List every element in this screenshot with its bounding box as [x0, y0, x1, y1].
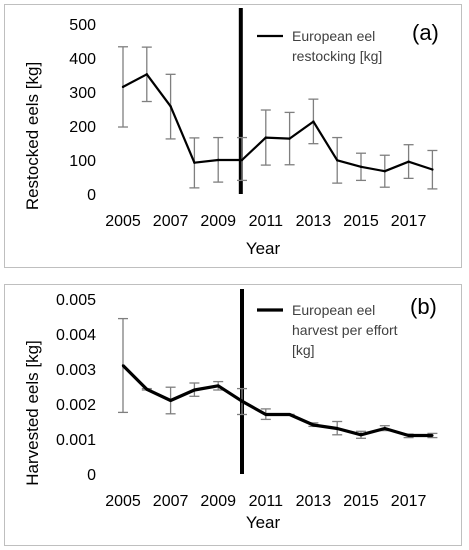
panel-a-x-tick-label: 2013	[296, 213, 332, 230]
panel-a-data-point	[312, 120, 315, 123]
panel-a-data-point	[407, 160, 410, 163]
panel-a-data-point	[217, 158, 220, 162]
panel-a-data-point	[121, 85, 125, 89]
panel-a-data-point	[240, 158, 244, 162]
panel-a-data-point	[193, 161, 196, 164]
panel-b-x-tick-label: 2005	[105, 493, 141, 510]
panel-b-label: (b)	[410, 294, 437, 319]
panel-a-y-tick-label: 500	[69, 17, 96, 34]
panel-b-x-tick-label: 2015	[343, 493, 379, 510]
panel-a-y-tick-label: 400	[69, 51, 96, 68]
panel-a-x-tick-label: 2009	[200, 213, 236, 230]
panel-b-x-tick-label: 2007	[153, 493, 189, 510]
panel-a-y-axis-title: Restocked eels [kg]	[23, 62, 42, 210]
panel-b-data-point	[431, 434, 434, 437]
panel-b-x-tick-label: 2011	[249, 493, 284, 510]
panel-b-data-point	[359, 433, 363, 436]
panel-a-data-point	[336, 159, 339, 162]
panel-b-data-point	[193, 388, 196, 392]
panel-a-y-tick-label: 300	[69, 85, 96, 102]
panel-a-x-tick-label: 2005	[105, 213, 141, 230]
panel-b-y-tick-label: 0.002	[56, 397, 96, 414]
panel-b-x-axis-title: Year	[246, 513, 281, 532]
panel-b-legend-label: [kg]	[292, 342, 315, 358]
panel-b-data-point	[240, 400, 244, 403]
panel-a-series-line	[122, 73, 433, 173]
panel-a-data-point	[383, 170, 386, 173]
panel-a-legend-label: European eel	[292, 28, 375, 44]
panel-b-x-tick-label: 2017	[391, 493, 427, 510]
panel-b-data-point	[312, 423, 315, 427]
panel-a-data-point	[431, 168, 434, 171]
panel-a-frame	[4, 4, 462, 268]
panel-a-data-point	[145, 73, 148, 76]
panel-a-x-tick-label: 2007	[153, 213, 189, 230]
panel-b-frame	[4, 284, 462, 546]
panel-a-y-tick-label: 200	[69, 119, 96, 136]
panel-b-legend-label: harvest per effort	[292, 322, 398, 338]
panel-a-label: (a)	[412, 20, 439, 45]
panel-b-data-point	[121, 364, 125, 367]
panel-a-legend-label: restocking [kg]	[292, 48, 382, 64]
panel-b-data-point	[145, 388, 148, 391]
panel-b-y-tick-label: 0	[87, 467, 96, 484]
panel-a-x-tick-label: 2011	[249, 213, 284, 230]
panel-a-x-tick-label: 2015	[343, 213, 379, 230]
panel-a-x-tick-label: 2017	[391, 213, 427, 230]
panel-b-x-tick-label: 2013	[296, 493, 332, 510]
panel-b-legend-label: European eel	[292, 302, 375, 318]
panel-b-data-point	[407, 434, 410, 437]
panel-a-x-axis-title: Year	[246, 239, 281, 258]
panel-b-data-point	[288, 413, 291, 416]
panel-a-data-point	[169, 105, 172, 108]
panel-b-y-tick-label: 0.004	[56, 327, 96, 344]
panel-b-series-line	[121, 364, 433, 438]
panel-a-data-point	[264, 136, 267, 139]
panel-b-data-point	[336, 427, 339, 430]
panel-a-y-tick-label: 0	[87, 187, 96, 204]
panel-a-y-tick-label: 100	[69, 153, 96, 170]
panel-b-data-point	[169, 399, 172, 402]
panel-b-y-tick-label: 0.005	[56, 292, 96, 309]
panel-b-data-point	[383, 427, 386, 430]
panel-b-y-axis-title: Harvested eels [kg]	[23, 340, 42, 486]
panel-b-x-tick-label: 2009	[200, 493, 236, 510]
panel-b-data-point	[217, 384, 220, 387]
panel-b-y-tick-label: 0.001	[56, 432, 96, 449]
panel-a-data-point	[288, 137, 291, 140]
panel-b-data-point	[264, 413, 267, 416]
panel-a-data-point	[359, 165, 363, 168]
panel-b-y-tick-label: 0.003	[56, 362, 96, 379]
